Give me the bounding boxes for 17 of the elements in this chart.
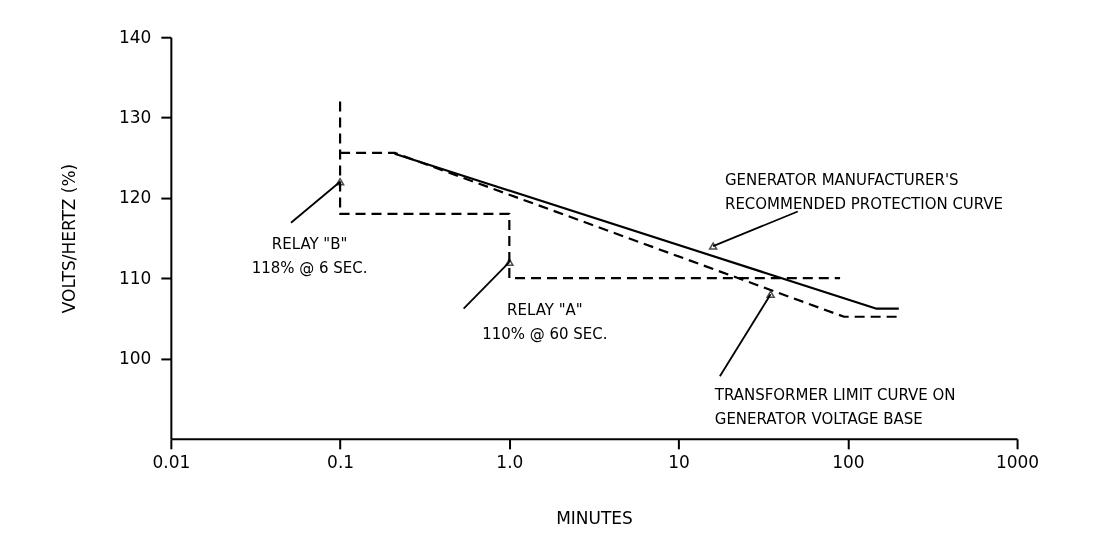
annotation: GENERATOR MANUFACTURER'S RECOMMENDED PROTECTION CURVE	[724, 171, 1004, 214]
annotation: TRANSFORMER LIMIT CURVE ON GENERATOR VOLTAGE BASE	[713, 385, 956, 428]
y-axis-title: VOLTS/HERTZ (%)	[58, 163, 79, 314]
x-tick-label: 100	[832, 452, 865, 473]
x-axis-title: MINUTES	[556, 508, 633, 529]
x-tick-label: 0.1	[327, 452, 355, 473]
y-tick-label: 140	[118, 26, 152, 47]
x-tick-label: 1.0	[496, 452, 524, 473]
y-tick-label: 110	[118, 267, 152, 288]
y-tick-label: 100	[118, 348, 152, 369]
x-tick-label: 1000	[995, 452, 1040, 473]
y-tick-label: 130	[118, 107, 152, 128]
annotation: RELAY "A" 110% @ 60 SEC.	[482, 301, 608, 344]
x-tick-label: 10	[668, 452, 690, 473]
x-tick-label: 0.01	[152, 452, 191, 473]
annotation: RELAY "B" 118% @ 6 SEC.	[251, 234, 368, 277]
y-tick-label: 120	[118, 187, 152, 208]
